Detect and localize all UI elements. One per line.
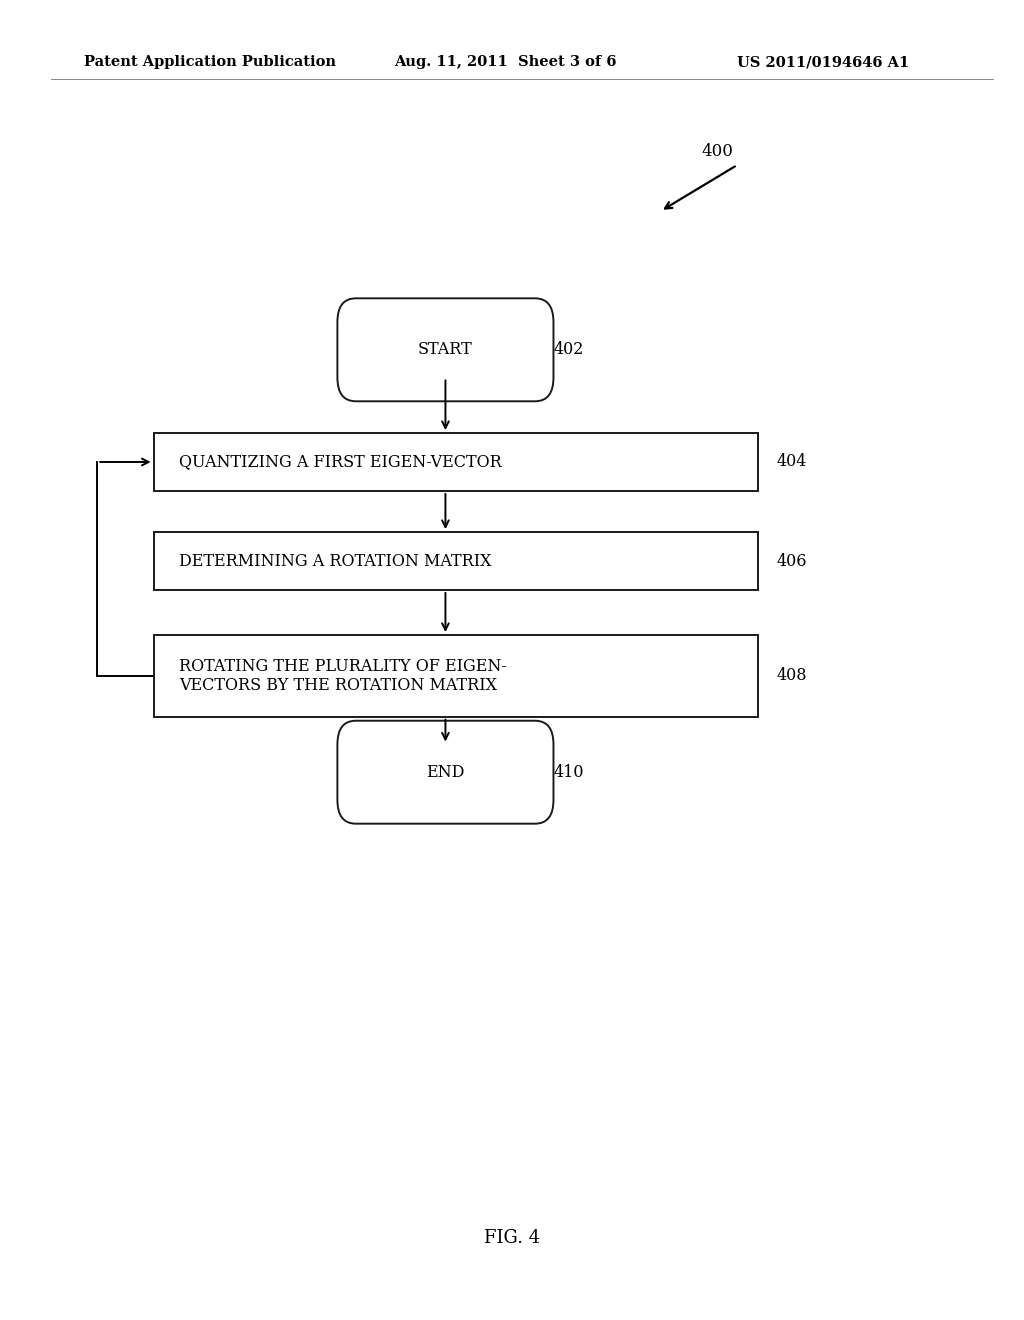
Text: END: END [426, 764, 465, 780]
Text: 404: 404 [776, 454, 807, 470]
Text: 400: 400 [701, 144, 733, 160]
Text: 402: 402 [553, 342, 584, 358]
Text: QUANTIZING A FIRST EIGEN-VECTOR: QUANTIZING A FIRST EIGEN-VECTOR [179, 454, 502, 470]
FancyBboxPatch shape [338, 721, 553, 824]
FancyBboxPatch shape [154, 433, 758, 491]
Text: FIG. 4: FIG. 4 [484, 1229, 540, 1247]
Text: 406: 406 [776, 553, 807, 569]
Text: US 2011/0194646 A1: US 2011/0194646 A1 [737, 55, 909, 69]
Text: 410: 410 [553, 764, 584, 780]
Text: Aug. 11, 2011  Sheet 3 of 6: Aug. 11, 2011 Sheet 3 of 6 [394, 55, 616, 69]
Text: ROTATING THE PLURALITY OF EIGEN-
VECTORS BY THE ROTATION MATRIX: ROTATING THE PLURALITY OF EIGEN- VECTORS… [179, 657, 507, 694]
Text: DETERMINING A ROTATION MATRIX: DETERMINING A ROTATION MATRIX [179, 553, 492, 569]
FancyBboxPatch shape [338, 298, 553, 401]
Text: 408: 408 [776, 668, 807, 684]
Text: START: START [418, 342, 473, 358]
FancyBboxPatch shape [154, 532, 758, 590]
FancyBboxPatch shape [154, 635, 758, 717]
Text: Patent Application Publication: Patent Application Publication [84, 55, 336, 69]
